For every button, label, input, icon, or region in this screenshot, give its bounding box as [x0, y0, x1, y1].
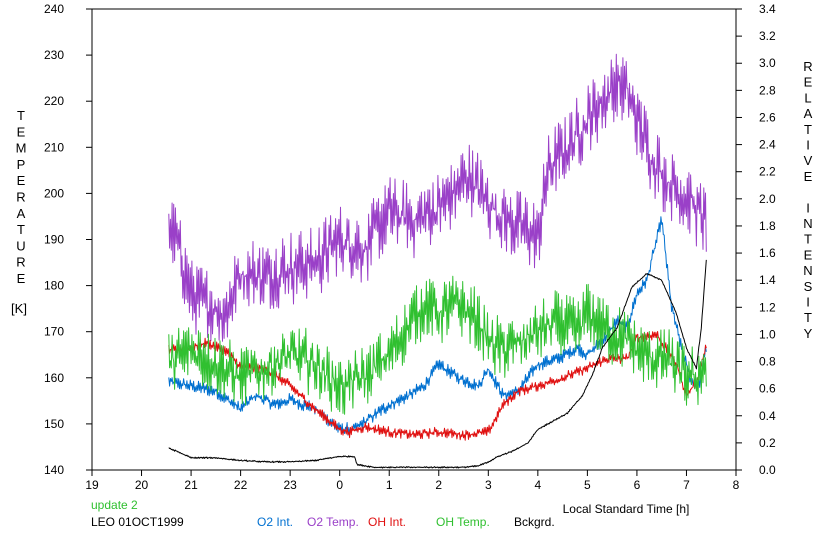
series-line-oh-int — [168, 331, 707, 441]
x-tick-label: 1 — [386, 478, 393, 492]
left-axis-title-letter: R — [16, 190, 25, 205]
left-axis-title-letter: R — [16, 255, 25, 270]
right-axis-title-letter: T — [804, 232, 812, 247]
series-line-bckgrd — [168, 259, 707, 469]
x-axis-title: Local Standard Time [h] — [563, 502, 690, 516]
series-group — [168, 53, 707, 469]
right-tick-label: 1.2 — [759, 300, 776, 314]
right-tick-label: 1.0 — [759, 327, 776, 341]
x-tick-label: 5 — [584, 478, 591, 492]
left-axis-title-letter: A — [17, 206, 26, 221]
left-axis-title-letter: E — [17, 173, 26, 188]
series-line-oh-temp — [168, 275, 707, 415]
right-tick-label: 2.0 — [759, 192, 776, 206]
right-tick-label: 3.0 — [759, 56, 776, 70]
x-tick-label: 7 — [683, 478, 690, 492]
x-tick-label: 4 — [535, 478, 542, 492]
x-tick-label: 8 — [733, 478, 740, 492]
right-axis-title-letter: N — [803, 263, 812, 278]
right-axis-title-letter: E — [804, 169, 813, 184]
labels: 19 20 21 22 23 0 1 2 3 4 5 6 7 8140150160170180190200… — [11, 2, 813, 529]
series-line-o2-int — [168, 216, 707, 436]
update-label: update 2 — [91, 498, 138, 512]
right-tick-label: 3.4 — [759, 2, 776, 16]
right-tick-label: 2.4 — [759, 138, 776, 152]
right-tick-label: 3.2 — [759, 29, 776, 43]
axes — [86, 8, 742, 476]
left-tick-label: 180 — [44, 279, 64, 293]
left-axis-title-letter: E — [17, 271, 26, 286]
x-tick-label: 23 — [283, 478, 297, 492]
right-tick-label: 1.4 — [759, 273, 776, 287]
right-tick-label: 1.6 — [759, 246, 776, 260]
right-axis-title-letter: L — [804, 90, 811, 105]
right-axis-title-letter: Y — [804, 326, 813, 341]
right-tick-label: 0.0 — [759, 463, 776, 477]
left-axis-title-letter: P — [17, 157, 26, 172]
right-tick-label: 2.2 — [759, 165, 776, 179]
right-tick-label: 1.8 — [759, 219, 776, 233]
right-axis-title-letter: N — [803, 216, 812, 231]
left-tick-label: 240 — [44, 2, 64, 16]
series-line-o2-temp — [168, 53, 707, 342]
legend-entry: Bckgrd. — [514, 515, 555, 529]
right-tick-label: 2.6 — [759, 110, 776, 124]
left-tick-label: 230 — [44, 48, 64, 62]
right-axis-title-letter: R — [803, 59, 812, 74]
right-tick-label: 0.6 — [759, 382, 776, 396]
left-tick-label: 140 — [44, 463, 64, 477]
left-tick-label: 170 — [44, 325, 64, 339]
legend-entry: O2 Int. — [257, 515, 293, 529]
right-tick-label: 2.8 — [759, 83, 776, 97]
x-tick-label: 22 — [234, 478, 248, 492]
left-axis-title-letter: M — [16, 141, 27, 156]
left-axis-title-letter: T — [17, 108, 25, 123]
right-axis-title-letter: I — [806, 138, 810, 153]
right-tick-label: 0.8 — [759, 355, 776, 369]
left-axis-unit: [K] — [11, 301, 27, 316]
right-axis-title-letter: E — [804, 247, 813, 262]
legend-entry: OH Temp. — [436, 515, 490, 529]
left-tick-label: 210 — [44, 140, 64, 154]
x-tick-label: 0 — [336, 478, 343, 492]
left-tick-label: 200 — [44, 186, 64, 200]
left-tick-label: 150 — [44, 417, 64, 431]
legend-entry: OH Int. — [368, 515, 406, 529]
right-axis-title-letter: T — [804, 310, 812, 325]
x-tick-label: 21 — [184, 478, 198, 492]
left-tick-label: 160 — [44, 371, 64, 385]
right-axis-title-letter: S — [804, 279, 813, 294]
x-tick-label: 6 — [634, 478, 641, 492]
right-axis-title-letter: I — [806, 295, 810, 310]
right-tick-label: 0.2 — [759, 436, 776, 450]
station-label: LEO 01OCT1999 — [91, 515, 184, 529]
left-tick-label: 190 — [44, 233, 64, 247]
left-tick-label: 220 — [44, 94, 64, 108]
x-tick-label: 3 — [485, 478, 492, 492]
right-axis-title-letter: E — [804, 75, 813, 90]
left-axis-title-letter: T — [17, 222, 25, 237]
right-axis-title-letter: A — [804, 106, 813, 121]
left-axis-title-letter: U — [16, 238, 25, 253]
right-tick-label: 0.4 — [759, 409, 776, 423]
right-axis-title-letter: V — [804, 153, 813, 168]
right-axis-title-letter: I — [806, 200, 810, 215]
right-axis-title-letter: T — [804, 122, 812, 137]
x-tick-label: 19 — [85, 478, 99, 492]
x-tick-label: 20 — [135, 478, 149, 492]
x-tick-label: 2 — [435, 478, 442, 492]
legend-entry: O2 Temp. — [307, 515, 359, 529]
left-axis-title-letter: E — [17, 124, 26, 139]
